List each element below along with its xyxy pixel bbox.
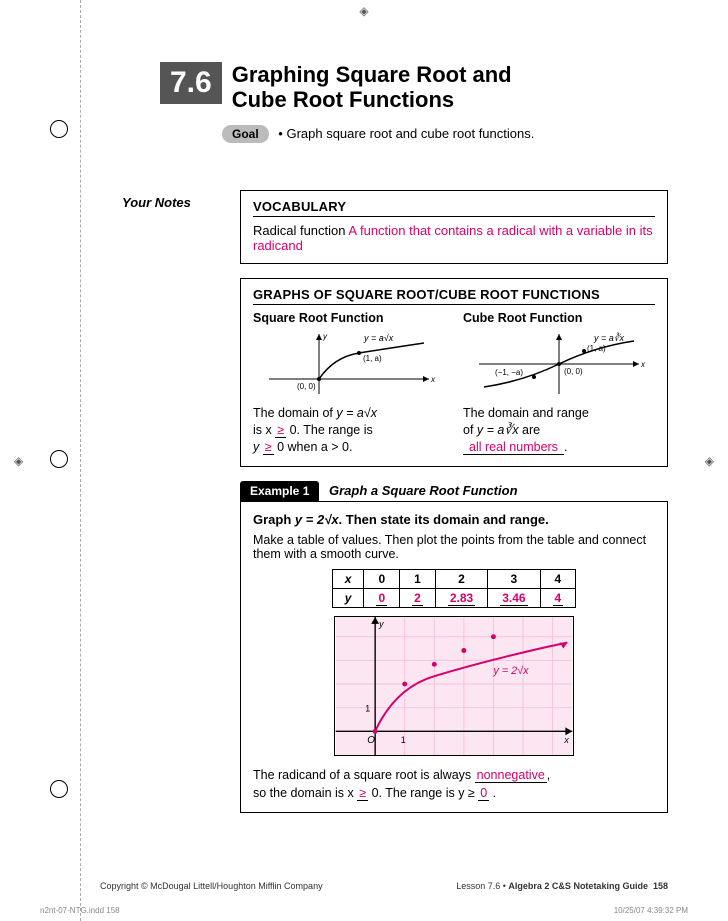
your-notes-label: Your Notes — [122, 195, 191, 210]
sq-eq-label: y = a√x — [363, 333, 394, 343]
registration-right: ◈ — [705, 454, 714, 468]
registration-left: ◈ — [14, 454, 23, 468]
svg-text:(−1, −a): (−1, −a) — [495, 368, 523, 377]
svg-text:y = a∛x: y = a∛x — [593, 332, 624, 343]
example-title: Graph a Square Root Function — [329, 483, 518, 498]
fill-blank: 2.83 — [448, 591, 475, 606]
svg-text:(0, 0): (0, 0) — [564, 367, 583, 376]
print-left: n2nt-07-NTG.indd 158 — [40, 906, 120, 915]
vocab-entry: Radical function A function that contain… — [253, 223, 655, 253]
page-footer: Copyright © McDougal Littell/Houghton Mi… — [100, 881, 668, 891]
table-header: x — [332, 569, 364, 588]
table-header: y — [332, 588, 364, 607]
table-cell: 2 — [435, 569, 487, 588]
svg-text:x: x — [640, 360, 646, 369]
fill-blank: 4 — [553, 591, 564, 606]
fill-blank: 3.46 — [500, 591, 527, 606]
title-line: Cube Root Functions — [232, 87, 454, 112]
values-table: x 0 1 2 3 4 y 0 2 2.83 3.46 4 — [332, 569, 576, 608]
sq-pt1: (1, a) — [363, 354, 382, 363]
header: 7.6 Graphing Square Root and Cube Root F… — [160, 62, 668, 143]
square-root-col: Square Root Function y = a√x (1, a) (0, … — [253, 311, 445, 456]
sq-subhead: Square Root Function — [253, 311, 445, 325]
example-prompt: Graph y = 2√x. Then state its domain and… — [253, 512, 655, 527]
punch-hole — [50, 120, 68, 138]
example-graph: O 1 1 x y y = 2√x — [334, 616, 574, 756]
cu-text: The domain and range of y = a∛x are all … — [463, 405, 655, 456]
vocabulary-box: VOCABULARY Radical function A function t… — [240, 190, 668, 264]
sq-graph: y = a√x (1, a) (0, 0) x y — [253, 329, 445, 399]
cube-root-col: Cube Root Function y = a∛x (1, a) (0, 0) — [463, 311, 655, 456]
content-column: VOCABULARY Radical function A function t… — [240, 190, 668, 813]
svg-text:y = 2√x: y = 2√x — [492, 665, 529, 677]
registration-top: ◈ — [359, 4, 368, 18]
fill-blank: ≥ — [357, 786, 368, 801]
example-instr: Make a table of values. Then plot the po… — [253, 533, 655, 561]
section-number: 7.6 — [160, 62, 222, 104]
example-tab: Example 1 — [240, 481, 319, 501]
svg-text:y: y — [322, 332, 328, 341]
fill-blank: 0 — [376, 591, 387, 606]
svg-text:1: 1 — [401, 735, 406, 745]
fill-blank: ≥ — [263, 440, 274, 455]
graphs-heading: GRAPHS OF SQUARE ROOT/CUBE ROOT FUNCTION… — [253, 287, 655, 305]
svg-text:O: O — [367, 735, 375, 746]
punch-hole — [50, 450, 68, 468]
cu-subhead: Cube Root Function — [463, 311, 655, 325]
example-wrap: Example 1 Graph a Square Root Function G… — [240, 481, 668, 813]
fill-blank: 0 — [478, 786, 489, 801]
svg-text:y: y — [378, 618, 384, 628]
vocab-heading: VOCABULARY — [253, 199, 655, 217]
svg-text:1: 1 — [365, 703, 370, 713]
table-cell: 4 — [540, 569, 576, 588]
vocab-term: Radical function — [253, 223, 346, 238]
cu-graph: y = a∛x (1, a) (0, 0) (−1, −a) x — [463, 329, 655, 399]
sq-text: The domain of y = a√x is x ≥ 0. The rang… — [253, 405, 445, 456]
punch-hole — [50, 780, 68, 798]
page-title: Graphing Square Root and Cube Root Funct… — [160, 62, 668, 113]
fill-blank: 2 — [412, 591, 423, 606]
binder-margin — [80, 0, 81, 921]
table-cell: 3 — [488, 569, 540, 588]
goal-row: Goal • Graph square root and cube root f… — [222, 125, 668, 143]
table-cell: 1 — [400, 569, 436, 588]
graphs-box: GRAPHS OF SQUARE ROOT/CUBE ROOT FUNCTION… — [240, 278, 668, 467]
fill-blank: all real numbers — [463, 440, 564, 455]
goal-label: Goal — [222, 125, 269, 143]
svg-text:x: x — [430, 375, 436, 384]
svg-text:(1, a): (1, a) — [587, 344, 606, 353]
copyright: Copyright © McDougal Littell/Houghton Mi… — [100, 881, 323, 891]
print-marks: n2nt-07-NTG.indd 158 10/25/07 4:39:32 PM — [40, 906, 688, 915]
goal-text: • Graph square root and cube root functi… — [278, 126, 534, 141]
title-line: Graphing Square Root and — [232, 62, 512, 87]
print-right: 10/25/07 4:39:32 PM — [614, 906, 688, 915]
example-box: Graph y = 2√x. Then state its domain and… — [240, 501, 668, 813]
example-conclusion: The radicand of a square root is always … — [253, 766, 655, 802]
fill-blank: nonnegative — [475, 768, 547, 783]
lesson-ref: Lesson 7.6 • Algebra 2 C&S Notetaking Gu… — [456, 881, 668, 891]
sq-pt0: (0, 0) — [297, 382, 316, 391]
fill-blank: ≥ — [275, 423, 286, 438]
svg-text:x: x — [563, 735, 569, 745]
table-cell: 0 — [364, 569, 400, 588]
